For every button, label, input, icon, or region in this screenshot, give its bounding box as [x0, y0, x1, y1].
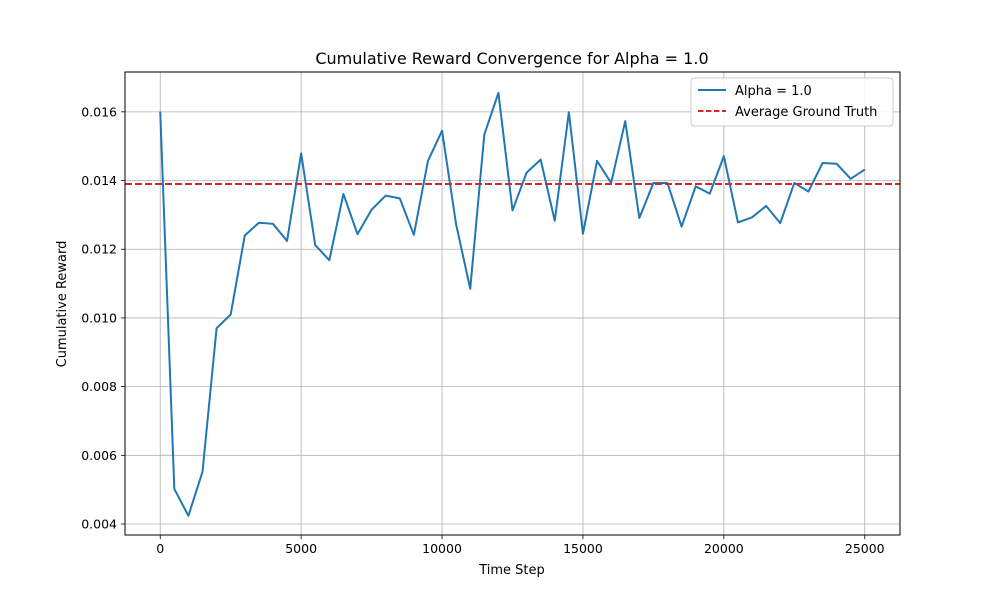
legend: Alpha = 1.0 Average Ground Truth [690, 77, 894, 127]
x-tick-label: 5000 [285, 541, 317, 556]
chart-title: Cumulative Reward Convergence for Alpha … [315, 49, 708, 68]
alpha-series-line [159, 91, 866, 517]
x-tick-label: 0 [156, 541, 164, 556]
series-group [125, 91, 900, 517]
grid [125, 72, 900, 535]
legend-label-alpha: Alpha = 1.0 [735, 84, 812, 99]
plot-frame [124, 71, 901, 536]
y-tick-label: 0.016 [81, 104, 117, 119]
legend-label-ground-truth: Average Ground Truth [735, 105, 877, 120]
x-tick-label: 15000 [563, 541, 603, 556]
y-tick-label: 0.012 [81, 242, 117, 257]
y-tick-label: 0.014 [81, 173, 117, 188]
y-tick-label: 0.006 [81, 448, 117, 463]
y-tick-label: 0.010 [81, 310, 117, 325]
y-tick-label: 0.004 [81, 517, 117, 532]
x-tick-label: 20000 [704, 541, 744, 556]
x-tick-label: 10000 [422, 541, 462, 556]
y-axis-label: Cumulative Reward [55, 241, 70, 368]
x-axis-label: Time Step [478, 563, 545, 578]
x-tick-label: 25000 [845, 541, 885, 556]
ticks: 0 5000 10000 15000 20000 25000 0.004 0.006 0.008… [81, 104, 884, 556]
legend-box [690, 77, 894, 127]
y-tick-label: 0.008 [81, 379, 117, 394]
